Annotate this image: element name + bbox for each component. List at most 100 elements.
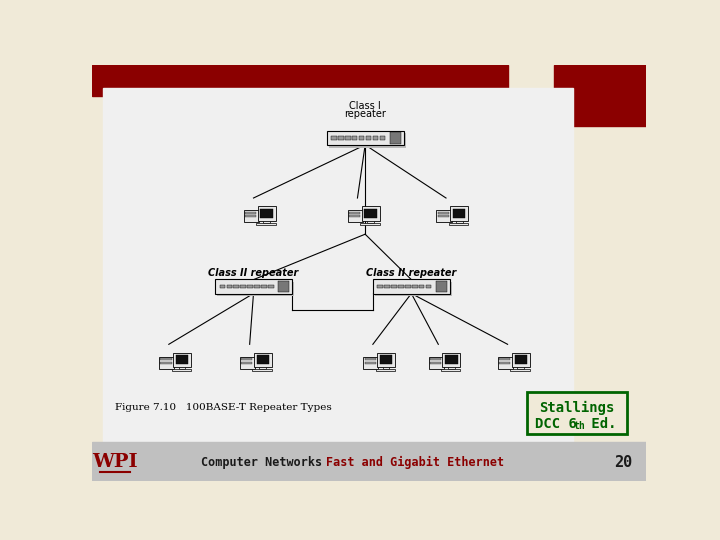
Bar <box>352 136 357 140</box>
Bar <box>349 212 360 214</box>
Bar <box>256 355 269 364</box>
Bar <box>268 285 274 288</box>
Bar <box>441 369 461 372</box>
Text: WPI: WPI <box>92 453 138 471</box>
Bar <box>426 285 431 288</box>
Bar <box>261 209 273 218</box>
Bar <box>240 357 255 368</box>
Bar <box>254 285 260 288</box>
Bar <box>376 369 395 372</box>
Bar <box>428 357 444 368</box>
Bar <box>215 279 292 294</box>
Bar <box>240 285 246 288</box>
Bar <box>241 362 253 363</box>
Bar <box>254 353 272 367</box>
Bar <box>104 88 573 442</box>
Bar <box>92 65 508 96</box>
Bar <box>449 223 468 225</box>
Bar <box>338 136 343 140</box>
Bar <box>361 206 379 221</box>
Text: DCC 6: DCC 6 <box>534 417 577 430</box>
Bar <box>375 281 452 296</box>
Bar <box>363 357 379 368</box>
Bar <box>450 206 468 221</box>
Bar <box>217 281 294 296</box>
Bar <box>256 223 276 225</box>
Bar <box>379 355 392 364</box>
Bar <box>179 367 186 369</box>
Bar <box>248 285 253 288</box>
Bar <box>419 285 425 288</box>
Text: Figure 7.10   100BASE-T Repeater Types: Figure 7.10 100BASE-T Repeater Types <box>115 403 332 412</box>
Bar <box>499 358 510 360</box>
Bar <box>173 353 191 367</box>
Bar <box>373 136 378 140</box>
Bar <box>445 355 458 364</box>
Bar <box>364 362 376 363</box>
Bar <box>436 281 447 292</box>
Bar <box>345 136 351 140</box>
Bar <box>360 223 379 225</box>
Bar <box>438 212 449 214</box>
Bar <box>384 285 390 288</box>
Text: Stallings: Stallings <box>539 400 615 415</box>
Bar <box>259 367 266 369</box>
Bar <box>554 65 647 126</box>
Bar <box>278 281 289 292</box>
Bar <box>244 211 259 222</box>
Text: Ed.: Ed. <box>583 417 616 430</box>
Bar <box>392 285 397 288</box>
Bar <box>220 285 225 288</box>
Text: Class II repeater: Class II repeater <box>366 268 456 278</box>
Bar <box>510 369 530 372</box>
Bar <box>161 362 171 363</box>
Bar <box>364 358 376 360</box>
Bar <box>382 367 390 369</box>
Bar <box>436 211 451 222</box>
Bar <box>348 211 363 222</box>
Bar <box>527 392 627 434</box>
Bar <box>456 221 463 223</box>
Text: 20: 20 <box>614 455 632 470</box>
Bar <box>390 132 400 144</box>
Bar <box>512 353 530 367</box>
Bar <box>176 355 188 364</box>
Bar <box>412 285 418 288</box>
Bar <box>499 362 510 363</box>
Bar <box>515 355 527 364</box>
Bar <box>227 285 232 288</box>
Bar <box>161 358 171 360</box>
Bar <box>92 442 647 481</box>
Bar <box>377 353 395 367</box>
Bar <box>438 215 449 218</box>
Text: repeater: repeater <box>344 109 386 119</box>
Bar <box>241 358 253 360</box>
Bar <box>367 221 374 223</box>
Bar <box>233 285 239 288</box>
Bar <box>373 279 450 294</box>
Text: Class II repeater: Class II repeater <box>208 268 299 278</box>
Bar <box>377 285 383 288</box>
Bar <box>329 133 406 147</box>
Bar <box>453 209 465 218</box>
Bar <box>366 136 372 140</box>
Bar <box>327 131 404 145</box>
Bar <box>405 285 410 288</box>
Bar <box>264 221 270 223</box>
Bar <box>246 212 256 214</box>
Text: Class I: Class I <box>349 100 381 111</box>
Bar <box>253 369 272 372</box>
Bar <box>430 362 441 363</box>
Bar <box>331 136 337 140</box>
Bar <box>246 215 256 218</box>
Text: Computer Networks: Computer Networks <box>201 456 322 469</box>
Text: th: th <box>573 421 585 431</box>
Text: Fast and Gigabit Ethernet: Fast and Gigabit Ethernet <box>326 456 504 469</box>
Bar <box>430 358 441 360</box>
Bar <box>379 136 385 140</box>
Bar <box>171 369 191 372</box>
Bar <box>349 215 360 218</box>
Bar <box>398 285 404 288</box>
Bar <box>364 209 377 218</box>
Bar <box>498 357 513 368</box>
